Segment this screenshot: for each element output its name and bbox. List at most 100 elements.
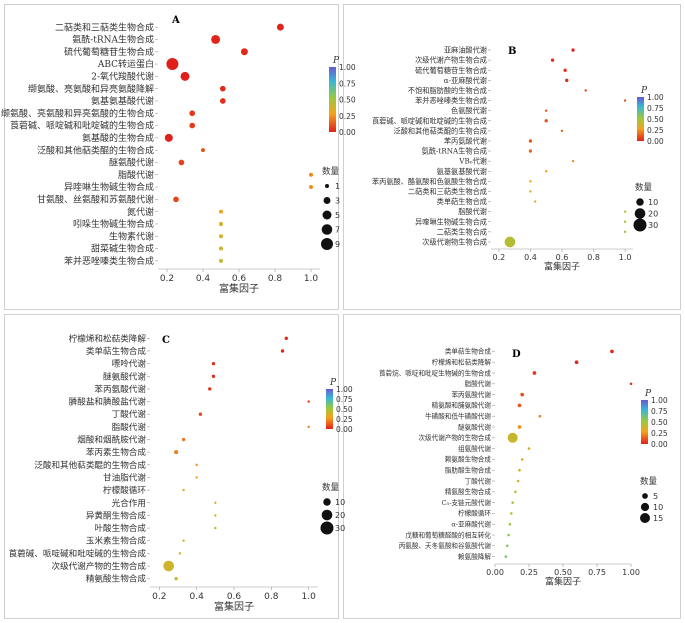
data-point — [560, 129, 564, 133]
data-point — [527, 447, 531, 450]
size-legend-title: 数量 — [322, 482, 340, 493]
size-legend-title: 数量 — [635, 182, 653, 193]
color-bar-tick-label: 0.00 — [651, 440, 668, 449]
color-bar — [637, 97, 644, 141]
category-label: 光合作用 — [112, 497, 146, 509]
category-label: 生物素代谢 — [109, 230, 154, 242]
data-point — [544, 119, 548, 123]
x-tick-label: 0.25 — [520, 568, 538, 577]
data-point — [164, 133, 173, 142]
data-point — [178, 552, 182, 555]
panel-label: D — [512, 349, 521, 360]
color-bar-tick-label: 0.25 — [647, 126, 664, 135]
category-label: 泛酸和其他萜类醌的生物合成 — [394, 126, 487, 135]
category-label: 类单萜生物合成 — [86, 345, 147, 357]
category-label: C₅-支链元酸代谢 — [442, 498, 492, 507]
color-bar — [329, 67, 336, 132]
x-axis-label: 富集因子 — [214, 600, 254, 613]
data-point — [219, 258, 223, 263]
category-label: 色氨酸代谢 — [451, 106, 487, 115]
data-point — [629, 382, 633, 386]
category-label: 苯丙氨酸代谢 — [94, 383, 146, 395]
size-legend-label: 20 — [648, 210, 658, 219]
data-point — [507, 533, 510, 537]
size-legend-dot — [633, 218, 647, 232]
category-label: 苯并恶唑嗪类生物合成 — [64, 255, 154, 267]
category-label: 次级代谢产物的生物合成 — [51, 560, 146, 572]
data-point — [173, 196, 179, 203]
x-tick-label: 0.2 — [152, 592, 166, 602]
category-label: α-亚麻酸代谢 — [444, 76, 487, 85]
category-label: 次级代谢产物生物合成 — [415, 56, 487, 65]
data-point — [533, 200, 537, 203]
size-legend-label: 7 — [335, 226, 340, 235]
panel-border-b — [343, 4, 681, 310]
size-legend-label: 10 — [335, 498, 345, 507]
x-tick-label: 1.0 — [302, 592, 317, 602]
data-point — [545, 170, 548, 173]
category-label: 戊糖和葡萄糖醛酸的相互转化 — [405, 530, 491, 539]
category-label: 类单萜生物合成 — [445, 347, 492, 356]
data-point — [211, 361, 216, 366]
category-label: 柠檬酸循环 — [103, 484, 146, 496]
data-point — [211, 34, 221, 44]
category-label: 甜菜碱生物合成 — [91, 243, 154, 255]
data-point — [507, 432, 518, 443]
category-label: 莨菪碱、哌啶碱和吡啶碱的生物合成 — [372, 116, 487, 125]
category-label: 精氨酸生物合成 — [445, 487, 492, 496]
data-point — [240, 48, 248, 56]
category-label: 苯丙氨酸代谢 — [444, 136, 487, 145]
size-legend-dot — [636, 198, 644, 206]
x-tick-label: 0.75 — [588, 568, 606, 577]
data-point — [518, 468, 521, 472]
category-label: 赖氨酸生物合成 — [445, 455, 492, 464]
category-label: 烟酸和烟酰胺代谢 — [77, 434, 146, 446]
data-point — [201, 148, 205, 153]
category-label: 组氨酸代谢 — [458, 444, 491, 453]
color-bar-tick-label: 0.50 — [647, 115, 664, 124]
color-bar-tick-label: 0.75 — [339, 79, 356, 88]
category-label: 氨基氨基酸代谢 — [91, 95, 154, 107]
color-legend-title: P — [332, 56, 340, 66]
category-label: ABC转运蛋白 — [97, 58, 154, 70]
x-tick-label: 0.4 — [196, 274, 211, 284]
data-point — [574, 360, 579, 365]
category-label: 缬氨酸、亮氨酸和异亮氨酸的生物合成 — [1, 107, 154, 119]
category-label: 异喹啉生物碱生物合成 — [64, 181, 154, 193]
size-legend-label: 20 — [335, 511, 345, 520]
color-bar-tick-label: 0.25 — [651, 429, 668, 438]
data-point — [174, 576, 178, 581]
data-point — [174, 450, 179, 455]
data-point — [276, 23, 284, 31]
data-point — [505, 544, 509, 548]
data-point — [550, 58, 555, 62]
size-legend-dot — [323, 498, 331, 506]
color-bar-tick-label: 0.75 — [647, 104, 664, 113]
size-legend-label: 30 — [335, 524, 345, 533]
category-label: 叶酸生物合成 — [94, 522, 146, 534]
panel-c: C 柠檬烯和松萜类降解类单萜生物合成嘌呤代谢醚氨酸代谢苯丙氨酸代谢膦酸盐和膦酸盐代… — [8, 332, 352, 612]
category-label: α-亚麻酸代谢 — [451, 520, 491, 529]
category-label: 膦酸盐和膦酸盐代谢 — [69, 396, 147, 408]
data-point — [563, 68, 567, 72]
category-label: 氨酰-tRNA生物合成 — [72, 34, 154, 46]
data-point — [528, 149, 533, 153]
data-point — [219, 85, 226, 92]
data-point — [571, 48, 575, 52]
data-point — [529, 190, 532, 193]
panel-label: C — [162, 335, 170, 346]
data-point — [623, 230, 627, 234]
category-label: 莨菪烷、哌啶和吡啶生物碱的生物合成 — [379, 368, 491, 377]
x-tick-label: 0.2 — [493, 253, 506, 262]
data-point — [529, 180, 532, 183]
data-point — [545, 109, 548, 112]
color-bar-tick-label: 0.25 — [336, 415, 353, 424]
color-bar-tick-label: 0.25 — [339, 112, 356, 121]
size-legend-dot — [321, 224, 333, 235]
size-legend-dot — [634, 208, 646, 219]
data-point — [189, 122, 196, 129]
x-tick-label: 1.0 — [619, 253, 632, 262]
x-axis-label: 富集因子 — [544, 261, 580, 273]
x-tick-label: 0.00 — [486, 568, 504, 577]
